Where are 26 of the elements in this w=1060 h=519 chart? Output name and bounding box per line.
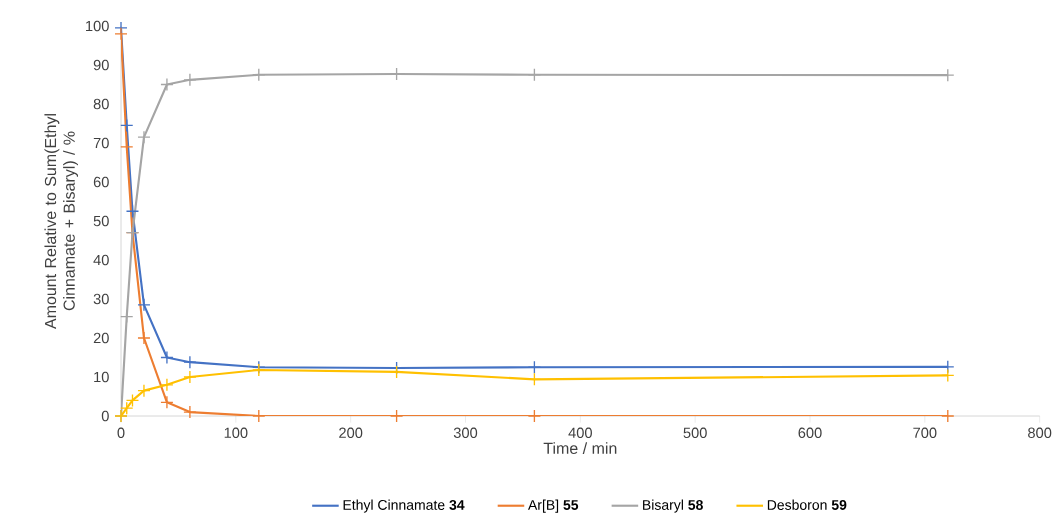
legend-label: Desboron 59 xyxy=(767,499,847,510)
y-tick-label: 100 xyxy=(86,20,109,32)
y-tick-label: 60 xyxy=(93,176,109,188)
y-tick-label: 0 xyxy=(101,410,109,422)
y-tick-label: 20 xyxy=(93,332,109,344)
x-tick-label: 300 xyxy=(453,427,478,438)
x-axis-title: Time / min xyxy=(543,442,617,454)
y-tick-label: 50 xyxy=(93,215,109,227)
x-tick-label: 100 xyxy=(224,427,248,438)
x-tick-label: 500 xyxy=(683,427,707,438)
x-tick-label: 600 xyxy=(798,427,822,438)
x-tick-label: 700 xyxy=(913,427,937,438)
legend-label: Ethyl Cinnamate 34 xyxy=(343,499,465,513)
y-tick-label: 30 xyxy=(93,293,109,305)
x-tick-label: 0 xyxy=(117,427,125,438)
legend-label: Bisaryl 58 xyxy=(643,499,703,513)
y-tick-label: 70 xyxy=(93,137,109,149)
x-tick-label: 200 xyxy=(339,427,363,438)
y-axis-title: Amount Relative to Sum(Ethyl Cinnamate + Bisaryl) / % xyxy=(44,114,79,330)
y-tick-label: 40 xyxy=(93,254,109,266)
y-tick-label: 10 xyxy=(94,371,109,383)
x-tick-label: 400 xyxy=(568,427,592,438)
legend-label: Ar[B] 55 xyxy=(528,499,579,513)
x-tick-label: 800 xyxy=(1028,427,1052,438)
y-tick-label: 80 xyxy=(93,98,109,110)
y-tick-label: 90 xyxy=(93,59,109,71)
